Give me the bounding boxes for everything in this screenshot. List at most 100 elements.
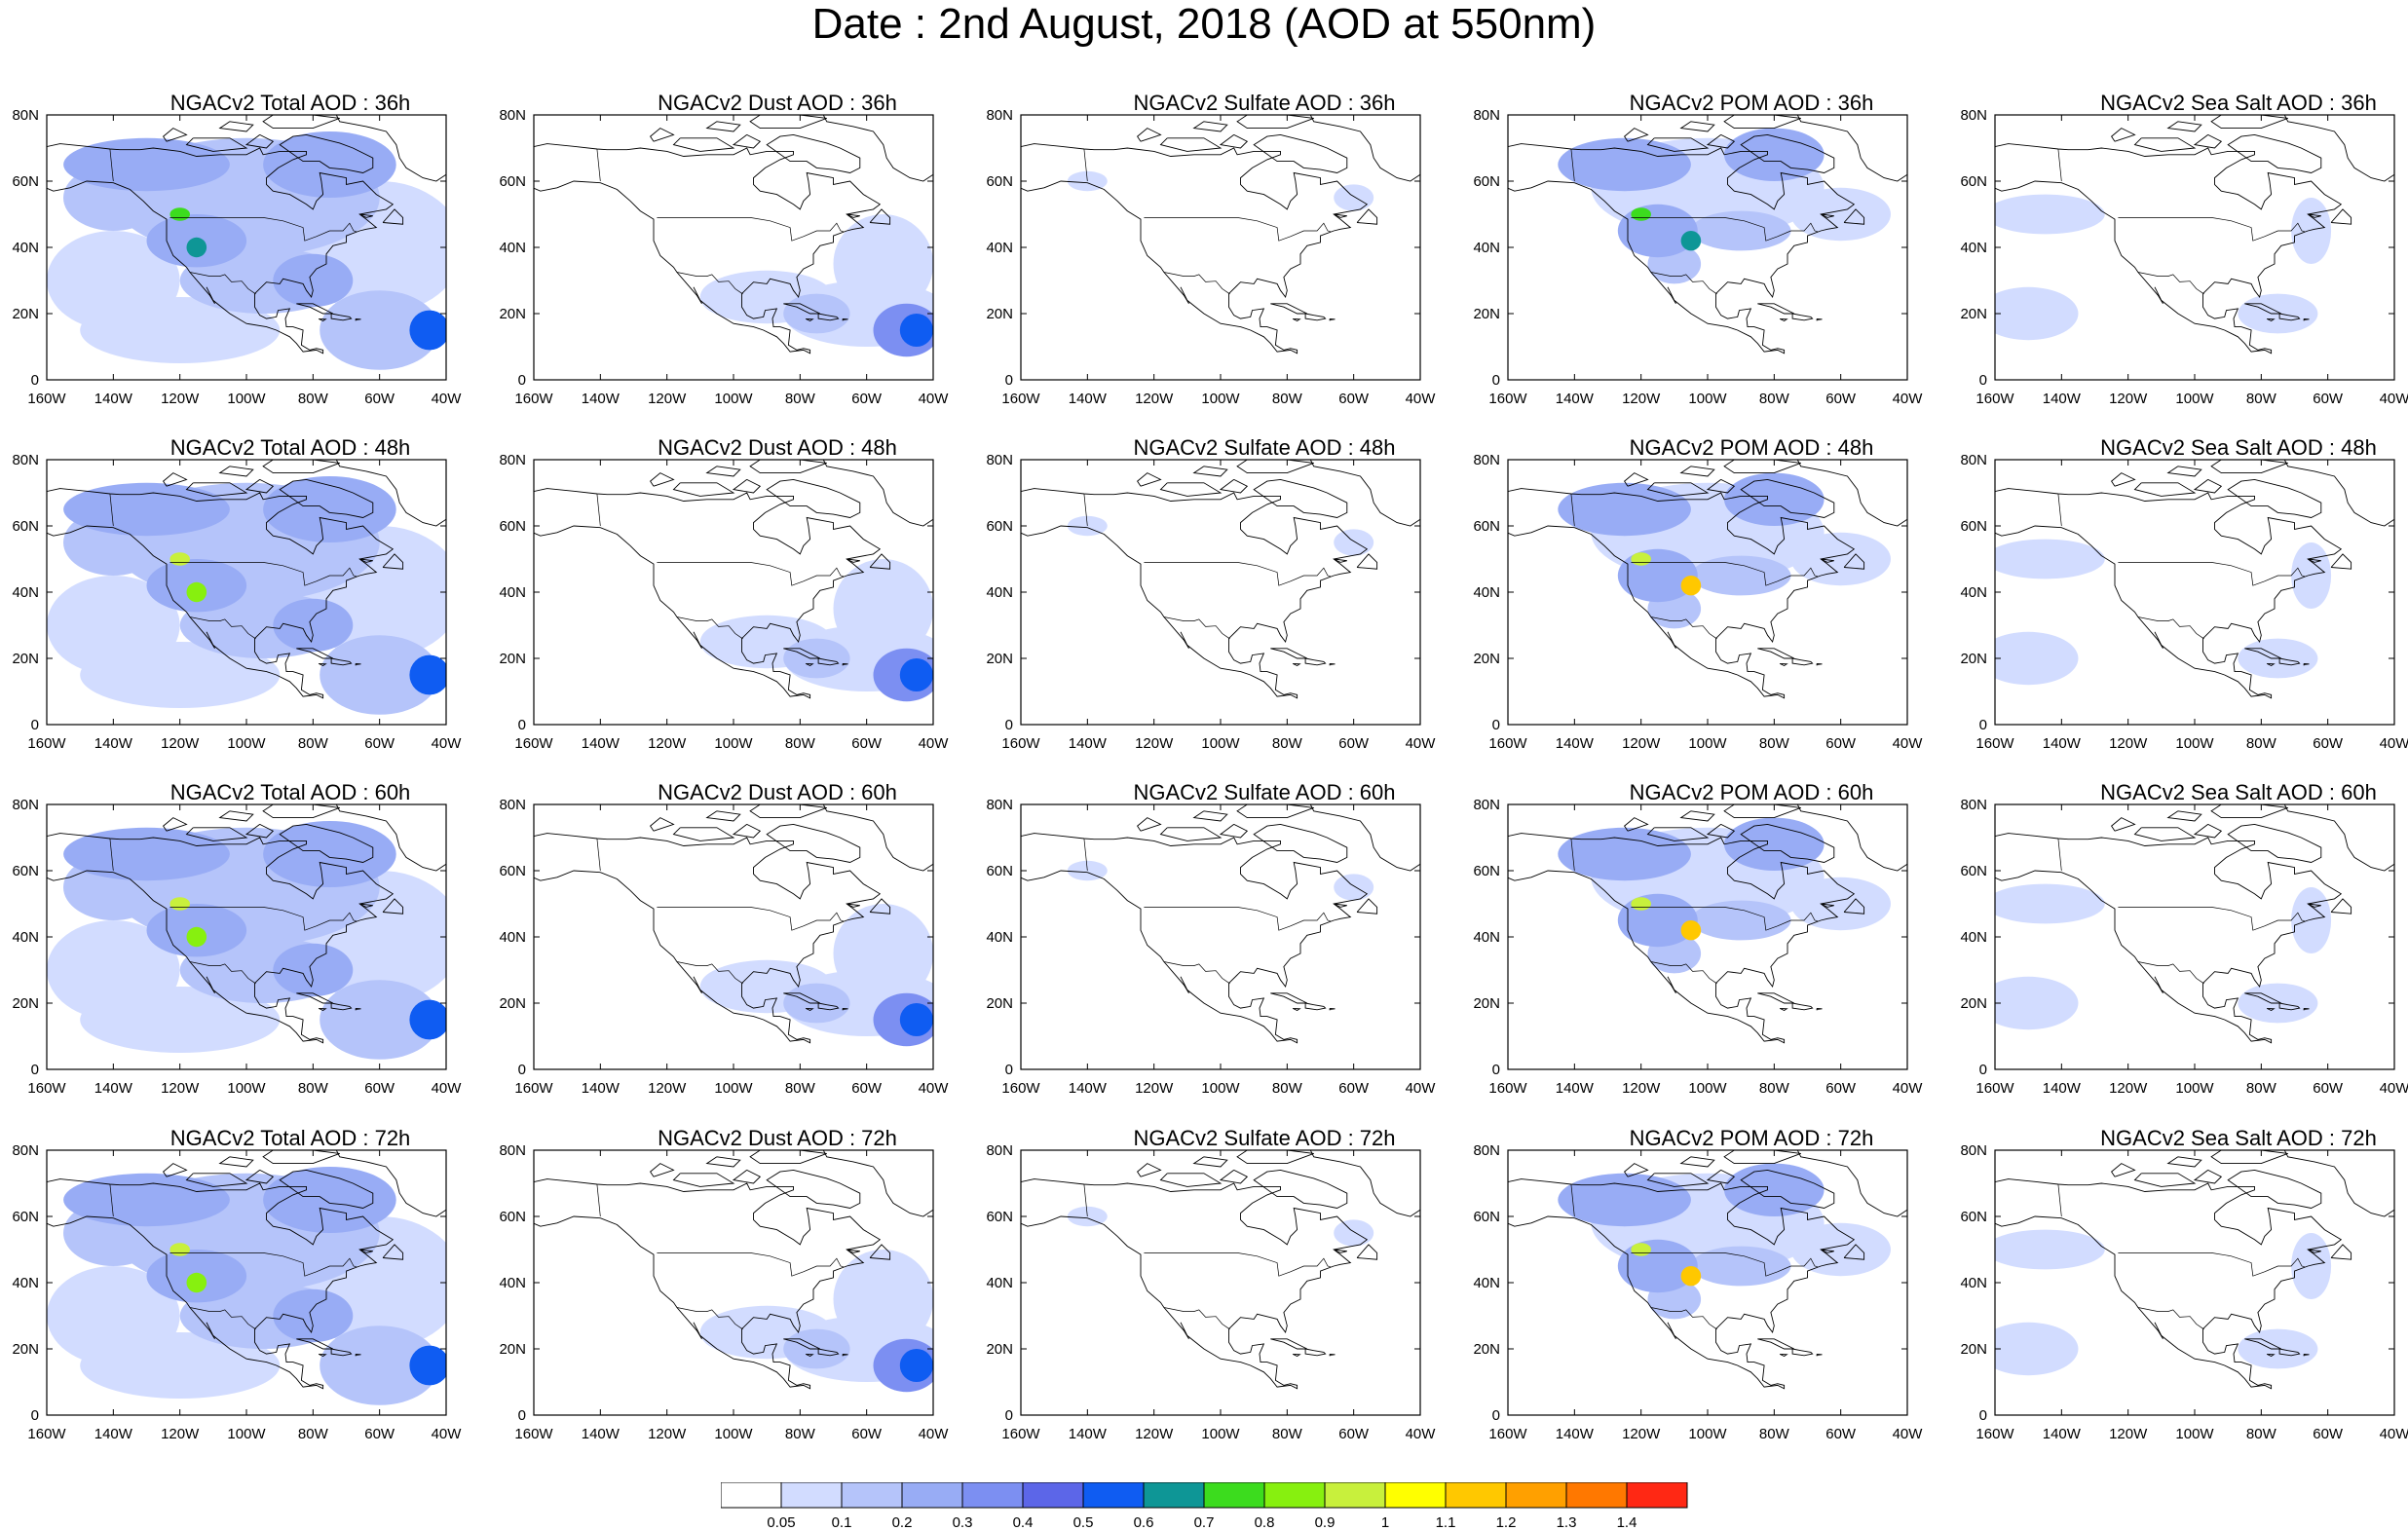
map-panel-r1-c5: NGACv2 Sea Salt AOD : 36h 160W 140W 120W 100… bbox=[1960, 91, 2408, 436]
island-outline bbox=[2330, 208, 2352, 225]
map-panel-r2-c1: NGACv2 Total AOD : 48h 160W 140W 120W 100W 80… bbox=[12, 435, 534, 781]
map-plot: 160W 140W 120W 100W 80W 60W 40W 0 20N 40N 60N 80N bbox=[1960, 452, 2408, 752]
x-tick-label: 140W bbox=[2043, 1080, 2082, 1097]
panel-title: NGACv2 POM AOD : 72h bbox=[1629, 1126, 1874, 1150]
aod-blob bbox=[169, 897, 190, 911]
island-outline bbox=[382, 208, 404, 225]
island-outline bbox=[846, 903, 860, 908]
x-tick-label: 80W bbox=[2246, 1080, 2277, 1097]
island-outline bbox=[1236, 115, 1314, 130]
island-outline bbox=[1723, 804, 1801, 819]
x-tick-label: 120W bbox=[2109, 1080, 2148, 1097]
x-tick-label: 80W bbox=[785, 1426, 816, 1442]
island-outline bbox=[732, 133, 762, 149]
x-tick-label: 60W bbox=[2313, 1080, 2344, 1097]
coastline bbox=[1021, 488, 1369, 699]
y-tick-label: 60N bbox=[12, 863, 39, 879]
x-tick-label: 140W bbox=[94, 1426, 133, 1442]
aod-blob bbox=[320, 1326, 440, 1405]
x-tick-label: 100W bbox=[2175, 735, 2214, 752]
y-tick-label: 60N bbox=[986, 518, 1013, 535]
country-border bbox=[2057, 838, 2062, 872]
aod-blob bbox=[169, 552, 190, 566]
island-outline bbox=[1192, 810, 1228, 822]
aod-blob bbox=[1334, 874, 1374, 901]
colorbar: 0.05 0.1 0.2 0.3 0.4 0.5 0.6 0.7 0.8 0.9 1 1.1 1.2 1.… bbox=[721, 1482, 1688, 1531]
island-outline bbox=[1292, 1007, 1301, 1012]
aod-blob bbox=[169, 1243, 190, 1256]
map-panel-r2-c4: NGACv2 POM AOD : 48h 160W 140W 120W 100W 80W 6… bbox=[1473, 435, 1995, 781]
island-outline bbox=[846, 558, 860, 563]
island-outline bbox=[2193, 478, 2223, 494]
aod-field bbox=[534, 460, 933, 725]
aod-blob bbox=[2291, 1233, 2332, 1299]
island-outline bbox=[335, 115, 446, 182]
map-plot: 160W 140W 120W 100W 80W 60W 40W 0 20N 40N 60N 80N bbox=[986, 107, 1436, 407]
panel-title: NGACv2 Sea Salt AOD : 60h bbox=[2100, 780, 2377, 804]
island-outline bbox=[2330, 898, 2352, 915]
y-tick-label: 0 bbox=[31, 372, 39, 389]
y-tick-label: 60N bbox=[1960, 863, 1987, 879]
axes: 160W 140W 120W 100W 80W 60W 40W 0 20N 40N 60N 80N bbox=[986, 1142, 1436, 1442]
x-tick-label: 60W bbox=[1338, 1080, 1370, 1097]
island-outline bbox=[1796, 115, 1907, 182]
country-border bbox=[2118, 562, 2305, 586]
aod-blob bbox=[1617, 204, 1698, 258]
island-outline bbox=[1356, 208, 1378, 225]
x-tick-label: 40W bbox=[2380, 735, 2408, 752]
x-tick-label: 140W bbox=[94, 391, 133, 407]
x-tick-label: 100W bbox=[1201, 1080, 1240, 1097]
y-tick-label: 40N bbox=[1960, 929, 1987, 946]
island-outline bbox=[672, 1173, 735, 1187]
x-tick-label: 140W bbox=[1556, 391, 1595, 407]
island-outline bbox=[2330, 553, 2352, 570]
y-tick-label: 0 bbox=[1979, 372, 1987, 389]
aod-field bbox=[1021, 460, 1420, 725]
x-tick-label: 120W bbox=[161, 391, 200, 407]
country-border bbox=[1570, 838, 1575, 872]
aod-blob bbox=[273, 1288, 354, 1343]
aod-blob bbox=[899, 1349, 933, 1382]
aod-blob bbox=[1995, 286, 2079, 341]
y-tick-label: 0 bbox=[1492, 717, 1500, 733]
island-outline bbox=[1329, 662, 1336, 666]
island-outline bbox=[1219, 133, 1249, 149]
x-tick-label: 80W bbox=[1272, 1080, 1303, 1097]
country-border bbox=[169, 1252, 357, 1277]
x-tick-label: 120W bbox=[2109, 735, 2148, 752]
country-border bbox=[1083, 493, 1088, 527]
colorbar-swatch bbox=[1203, 1482, 1265, 1509]
coastline bbox=[47, 143, 395, 355]
island-outline bbox=[842, 662, 848, 666]
aod-blob bbox=[1724, 817, 1825, 871]
y-tick-label: 60N bbox=[986, 173, 1013, 190]
island-outline bbox=[262, 115, 340, 130]
x-tick-label: 140W bbox=[582, 1080, 621, 1097]
island-outline bbox=[2227, 1169, 2322, 1209]
island-outline bbox=[1219, 1169, 1249, 1184]
map-panel-r3-c2: NGACv2 Dust AOD : 60h 160W 140W 120W 100W 80W… bbox=[499, 780, 1021, 1126]
panel-title: NGACv2 Dust AOD : 60h bbox=[658, 780, 897, 804]
map-plot: 160W 140W 120W 100W 80W 60W 40W 0 20N 40N 60N 80N bbox=[1473, 797, 1923, 1097]
coastlines bbox=[1995, 115, 2394, 355]
aod-blob bbox=[1680, 920, 1702, 941]
island-outline bbox=[1309, 1150, 1420, 1217]
island-outline bbox=[358, 903, 373, 908]
x-tick-label: 40W bbox=[2380, 1426, 2408, 1442]
x-tick-label: 100W bbox=[1688, 1080, 1727, 1097]
country-border bbox=[596, 148, 601, 182]
x-tick-label: 80W bbox=[298, 1080, 329, 1097]
y-tick-label: 80N bbox=[12, 797, 39, 813]
map-plot: 160W 140W 120W 100W 80W 60W 40W 0 20N 40N 60N 80N bbox=[986, 1142, 1436, 1442]
x-tick-label: 100W bbox=[227, 391, 266, 407]
aod-blob bbox=[1558, 137, 1691, 192]
island-outline bbox=[2210, 1150, 2288, 1165]
x-tick-label: 140W bbox=[1069, 1080, 1108, 1097]
coastline bbox=[534, 488, 882, 699]
country-border bbox=[676, 272, 743, 295]
country-border bbox=[1650, 616, 1717, 640]
island-outline bbox=[2210, 460, 2288, 474]
x-tick-label: 100W bbox=[1688, 735, 1727, 752]
x-tick-label: 40W bbox=[919, 1426, 950, 1442]
y-tick-label: 20N bbox=[1473, 306, 1500, 322]
